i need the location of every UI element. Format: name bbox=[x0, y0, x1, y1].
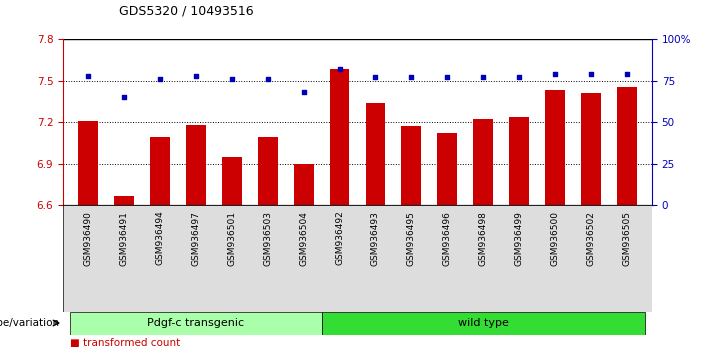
Point bbox=[226, 76, 238, 82]
Text: GSM936503: GSM936503 bbox=[264, 211, 272, 266]
Bar bbox=[222, 157, 242, 205]
Point bbox=[550, 71, 561, 77]
Text: GSM936504: GSM936504 bbox=[299, 211, 308, 266]
Point bbox=[585, 71, 597, 77]
Point bbox=[513, 74, 524, 80]
Bar bbox=[509, 116, 529, 205]
Bar bbox=[294, 164, 313, 205]
Bar bbox=[437, 133, 457, 205]
Bar bbox=[186, 125, 206, 205]
Text: GSM936495: GSM936495 bbox=[407, 211, 416, 266]
Bar bbox=[545, 90, 565, 205]
Text: ■ transformed count: ■ transformed count bbox=[70, 338, 180, 348]
Point bbox=[83, 73, 94, 78]
Point bbox=[334, 66, 345, 72]
Bar bbox=[258, 137, 278, 205]
Bar bbox=[114, 196, 134, 205]
Bar bbox=[322, 312, 645, 335]
Text: GSM936496: GSM936496 bbox=[443, 211, 451, 266]
Bar bbox=[402, 126, 421, 205]
Text: Pdgf-c transgenic: Pdgf-c transgenic bbox=[147, 318, 245, 328]
Bar bbox=[150, 137, 170, 205]
Bar bbox=[581, 93, 601, 205]
Bar bbox=[366, 103, 386, 205]
Text: GSM936492: GSM936492 bbox=[335, 211, 344, 266]
Point bbox=[154, 76, 165, 82]
Text: GSM936502: GSM936502 bbox=[587, 211, 595, 266]
Text: GSM936499: GSM936499 bbox=[515, 211, 524, 266]
Text: GSM936490: GSM936490 bbox=[83, 211, 93, 266]
Text: GSM936497: GSM936497 bbox=[191, 211, 200, 266]
Text: GSM936493: GSM936493 bbox=[371, 211, 380, 266]
Text: GSM936498: GSM936498 bbox=[479, 211, 488, 266]
Point bbox=[370, 74, 381, 80]
Text: wild type: wild type bbox=[458, 318, 509, 328]
Point bbox=[298, 89, 309, 95]
Text: GDS5320 / 10493516: GDS5320 / 10493516 bbox=[119, 5, 254, 18]
Text: GSM936491: GSM936491 bbox=[120, 211, 128, 266]
Bar bbox=[70, 312, 322, 335]
Bar bbox=[617, 87, 637, 205]
Point bbox=[191, 73, 202, 78]
Text: GSM936505: GSM936505 bbox=[622, 211, 632, 266]
Text: GSM936500: GSM936500 bbox=[550, 211, 559, 266]
Point bbox=[477, 74, 489, 80]
Text: GSM936494: GSM936494 bbox=[156, 211, 165, 266]
Text: genotype/variation: genotype/variation bbox=[0, 318, 60, 328]
Point bbox=[621, 71, 632, 77]
Point bbox=[442, 74, 453, 80]
Point bbox=[262, 76, 273, 82]
Text: GSM936501: GSM936501 bbox=[227, 211, 236, 266]
Point bbox=[406, 74, 417, 80]
Point bbox=[118, 94, 130, 100]
Bar bbox=[473, 119, 493, 205]
Bar bbox=[79, 121, 98, 205]
Bar bbox=[329, 69, 349, 205]
